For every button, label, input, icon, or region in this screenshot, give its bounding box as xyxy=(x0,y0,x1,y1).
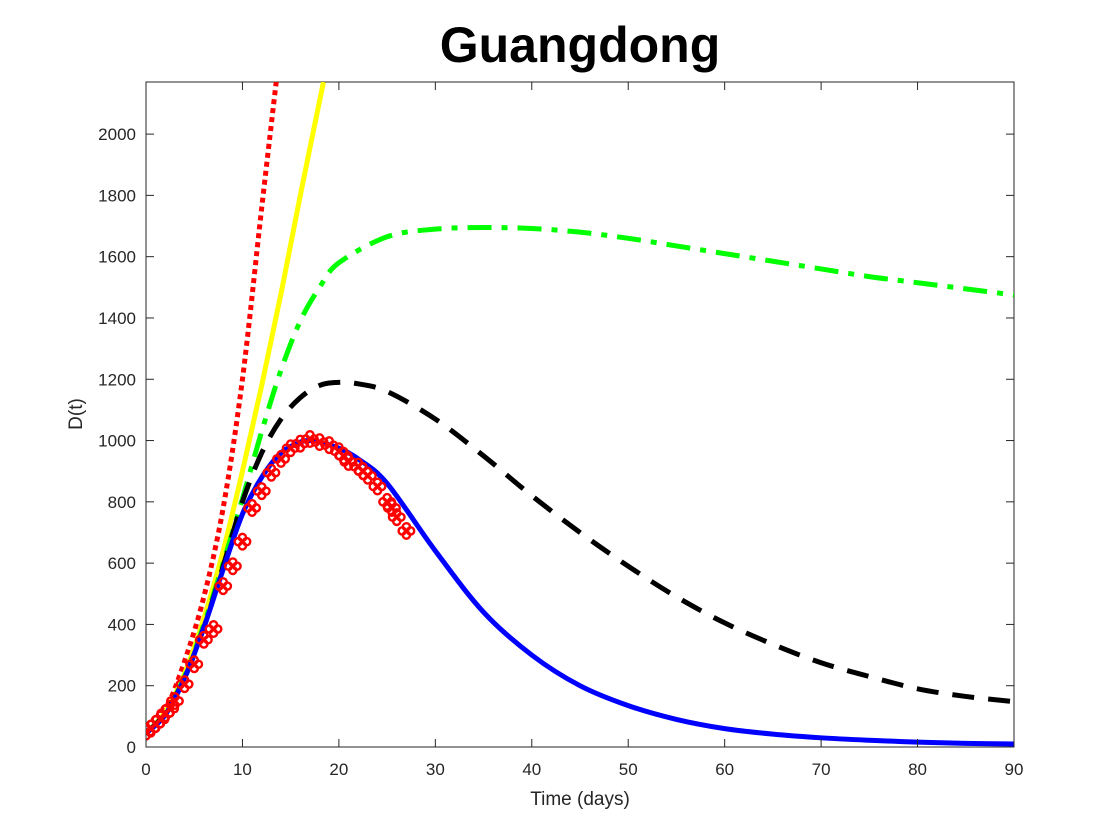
data-marker xyxy=(161,699,180,718)
x-tick-label: 10 xyxy=(233,760,252,779)
data-marker xyxy=(387,508,406,527)
y-tick-label: 600 xyxy=(108,554,136,573)
x-tick-label: 80 xyxy=(908,760,927,779)
data-marker xyxy=(339,452,358,472)
data-marker xyxy=(300,430,319,449)
x-tick-label: 30 xyxy=(426,760,445,779)
x-axis-label: Time (days) xyxy=(530,789,630,810)
x-tick-label: 0 xyxy=(141,760,150,779)
series-line-4 xyxy=(146,437,1014,747)
data-marker xyxy=(252,482,271,501)
y-tick-label: 1000 xyxy=(98,432,136,451)
data-marker xyxy=(272,449,291,468)
y-tick-label: 1200 xyxy=(98,370,136,389)
x-tick-label: 90 xyxy=(1005,760,1024,779)
x-tick-label: 60 xyxy=(715,760,734,779)
x-tick-label: 50 xyxy=(619,760,638,779)
data-marker xyxy=(368,477,387,496)
y-tick-label: 800 xyxy=(108,493,136,512)
y-tick-label: 1400 xyxy=(98,309,136,328)
plot-lines xyxy=(146,82,1014,747)
x-tick-label: 70 xyxy=(812,760,831,779)
data-marker xyxy=(175,675,194,694)
y-tick-label: 400 xyxy=(108,615,136,634)
chart-title: Guangdong xyxy=(440,17,721,73)
y-tick-label: 0 xyxy=(127,738,136,757)
y-tick-label: 1800 xyxy=(98,186,136,205)
data-marker xyxy=(185,655,204,674)
data-marker xyxy=(358,466,377,485)
data-marker xyxy=(223,557,242,576)
data-marker xyxy=(243,498,262,517)
data-marker xyxy=(204,620,223,639)
series-line-0 xyxy=(146,82,279,735)
data-marker xyxy=(281,439,300,458)
data-marker xyxy=(382,498,401,517)
y-tick-label: 200 xyxy=(108,677,136,696)
axis-ticks: 0 10 20 30 40 50 60 70 80 90 0 200 400 600 800 1000 1200… xyxy=(98,82,1023,779)
data-marker xyxy=(165,692,184,711)
y-tick-label: 2000 xyxy=(98,125,136,144)
x-tick-label: 20 xyxy=(329,760,348,779)
data-marker xyxy=(397,521,416,540)
data-marker xyxy=(194,630,213,649)
y-tick-label: 1600 xyxy=(98,248,136,267)
plot-area xyxy=(145,81,1015,748)
x-tick-label: 40 xyxy=(522,760,541,779)
data-marker xyxy=(291,434,310,453)
data-marker xyxy=(262,463,281,482)
data-marker xyxy=(233,532,252,551)
y-axis-label: D(t) xyxy=(66,398,87,430)
data-marker xyxy=(214,577,233,596)
